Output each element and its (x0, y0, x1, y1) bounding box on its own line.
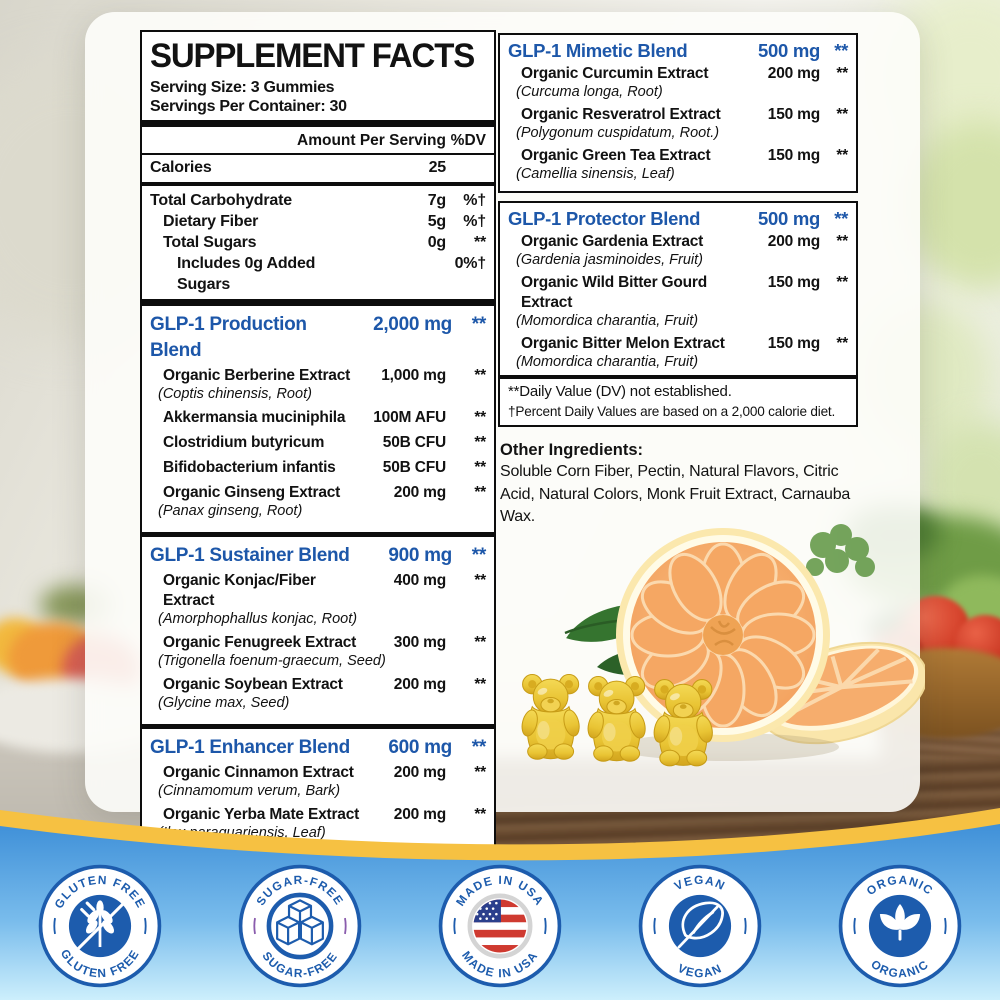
nutrition-row-calories: Calories 25 (150, 159, 446, 176)
divider-thin (142, 153, 494, 155)
protector-blend-box: GLP-1 Protector Blend 500 mg ** Organic … (498, 201, 858, 427)
divider-thick (142, 724, 494, 729)
blend-name: GLP-1 Enhancer Blend (150, 737, 350, 758)
sugar-cubes-icon (266, 892, 334, 960)
amount-per-serving-header: Amount Per Serving (297, 132, 446, 149)
badge-tick-marks (853, 917, 947, 935)
amounts-header: Amount Per Serving %DV (150, 131, 486, 151)
ingredient-row: Organic Wild Bitter Gourd Extract 150 mg *… (516, 274, 848, 329)
nutrition-row-carb: Total Carbohydrate 7g %† (150, 192, 486, 209)
divider-thick (500, 375, 856, 379)
divider-thick (142, 532, 494, 537)
ingredient-row: Organic Resveratrol Extract 150 mg ** (Pol… (516, 106, 848, 141)
badge-gluten-free: GLUTEN FREE GLUTEN FREE (38, 864, 162, 988)
vegan-leaf-icon (668, 894, 732, 958)
organic-plant-icon (868, 894, 932, 958)
blend-name: GLP-1 Mimetic Blend (508, 40, 688, 61)
footnote-dv: **Daily Value (DV) not established. (508, 383, 732, 400)
svg-text:VEGAN: VEGAN (672, 873, 728, 893)
badge-row: GLUTEN FREE GLUTEN FREE (0, 860, 1000, 1000)
nutrition-row-fiber: Dietary Fiber 5g %† (163, 213, 486, 230)
badge-tick-marks (253, 917, 347, 935)
ingredient-row: Organic Curcumin Extract 200 mg ** (Curcum… (516, 65, 848, 100)
parsley-sprigs (806, 524, 875, 577)
divider-thick (142, 120, 494, 127)
nutrition-row-added-sugars: Includes 0g Added Sugars 0%† (177, 255, 486, 293)
other-ingredients-title: Other Ingredients: (500, 441, 644, 459)
svg-text:ORGANIC: ORGANIC (868, 957, 931, 980)
ingredient-row: Organic Ginseng Extract 200 mg ** (Panax g… (158, 484, 486, 519)
grapefruit-half (615, 528, 839, 761)
ingredient-row: Akkermansia muciniphila 100M AFU ** (163, 409, 486, 426)
ingredient-row: Organic Soybean Extract 200 mg ** (Glycine… (158, 676, 486, 711)
ingredient-row: Organic Konjac/Fiber Extract 400 mg ** (Am… (158, 572, 486, 627)
badge-tick-marks (453, 917, 547, 935)
label-title: SUPPLEMENT FACTS (150, 37, 475, 75)
wheat-crossed-icon (68, 894, 132, 958)
ingredient-row: Bifidobacterium infantis 50B CFU ** (163, 459, 486, 476)
gummy-bears (519, 674, 716, 767)
blend-sustainer: GLP-1 Sustainer Blend 900 mg ** Organic … (150, 545, 486, 711)
right-column: GLP-1 Mimetic Blend 500 mg ** Organic Cu… (498, 33, 858, 529)
ingredient-row: Clostridium butyricum 50B CFU ** (163, 434, 486, 451)
ingredient-row: Organic Fenugreek Extract 300 mg ** (Trigo… (158, 634, 486, 669)
ingredient-row: Organic Cinnamon Extract 200 mg ** (Cinnam… (158, 764, 486, 799)
ingredient-row: Organic Gardenia Extract 200 mg ** (Garden… (516, 233, 848, 268)
blend-name: GLP-1 Production Blend (150, 314, 307, 361)
badge-sugar-free: SUGAR-FREE SUGAR-FREE (238, 864, 362, 988)
blend-name: GLP-1 Sustainer Blend (150, 545, 350, 566)
badge-made-in-usa: MADE IN USA MADE IN USA (438, 864, 562, 988)
ingredient-row: Organic Green Tea Extract 150 mg ** (Camel… (516, 147, 848, 182)
divider-thick (142, 299, 494, 306)
footnote-percent: †Percent Daily Values are based on a 2,0… (508, 404, 836, 419)
blend-name: GLP-1 Protector Blend (508, 208, 701, 229)
dv-header: %DV (450, 132, 486, 149)
label-panel: SUPPLEMENT FACTS Serving Size: 3 Gummies… (85, 12, 920, 922)
serving-size: Serving Size: 3 Gummies (150, 79, 335, 96)
badge-organic: ORGANIC ORGANIC (838, 864, 962, 988)
badge-tick-marks (653, 917, 747, 935)
badge-vegan: VEGAN VEGAN (638, 864, 762, 988)
usa-flag-icon (467, 893, 533, 959)
badge-tick-marks (53, 917, 147, 935)
fruit-artwork (519, 524, 925, 767)
other-ingredients-text: Soluble Corn Fiber, Pectin, Natural Flav… (500, 463, 851, 525)
ingredient-row: Organic Bitter Melon Extract 150 mg ** (Mo… (516, 335, 848, 370)
ingredient-row: Organic Berberine Extract 1,000 mg ** (Cop… (158, 367, 486, 402)
divider-medium (142, 182, 494, 186)
svg-text:VEGAN: VEGAN (675, 961, 724, 980)
other-ingredients: Other Ingredients: Soluble Corn Fiber, P… (498, 439, 858, 529)
nutrition-row-sugars: Total Sugars 0g ** (163, 234, 486, 251)
servings-per-container: Servings Per Container: 30 (150, 98, 347, 115)
supplement-facts-box: SUPPLEMENT FACTS Serving Size: 3 Gummies… (140, 30, 496, 922)
mimetic-blend-box: GLP-1 Mimetic Blend 500 mg ** Organic Cu… (498, 33, 858, 193)
blend-production: GLP-1 Production Blend 2,000 mg ** Organ… (150, 314, 486, 519)
